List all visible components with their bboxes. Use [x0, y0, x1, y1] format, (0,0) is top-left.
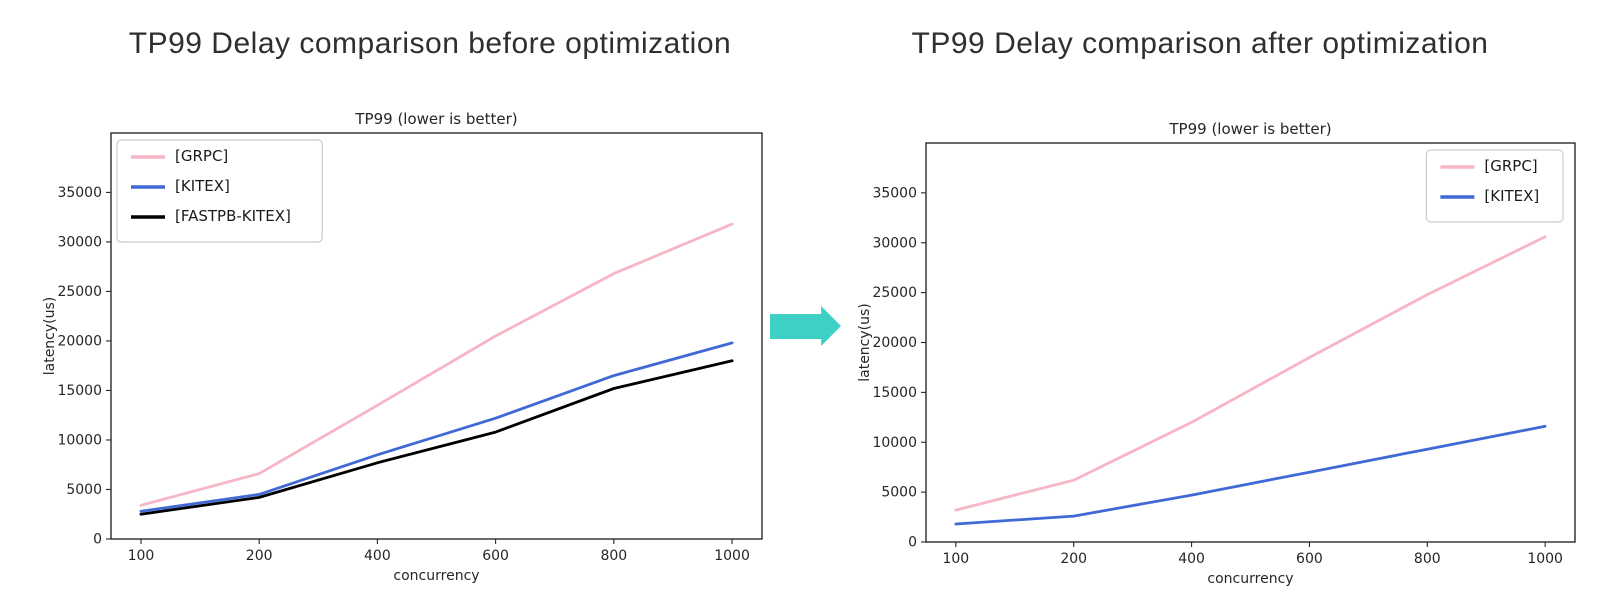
x-tick-label: 100 [942, 551, 969, 567]
axes-box [110, 132, 763, 540]
y-tick-label: 35000 [57, 185, 102, 201]
y-tick-label: 0 [908, 535, 917, 551]
y-tick-label: 10000 [872, 435, 917, 451]
y-tick-label: 30000 [57, 234, 102, 250]
x-tick-label: 400 [1178, 551, 1205, 567]
y-axis-label: latency(us) [42, 297, 58, 376]
x-tick-label: 800 [1414, 551, 1441, 567]
legend-label-1: [GRPC] [175, 147, 228, 165]
legend-label-1: [GRPC] [1484, 157, 1537, 175]
heading-before-optimization: TP99 Delay comparison before optimizatio… [128, 27, 732, 60]
y-tick-label: 5000 [66, 482, 102, 498]
legend-label-2: [KITEX] [175, 177, 230, 195]
y-tick-label: 20000 [872, 335, 917, 351]
y-tick-label: 25000 [872, 285, 917, 301]
legend-label-3: [FASTPB-KITEX] [175, 207, 291, 225]
x-tick-label: 1000 [714, 548, 750, 564]
series-line-grpc [954, 235, 1547, 512]
x-tick-label: 100 [128, 548, 155, 564]
y-tick-label: 30000 [872, 235, 917, 251]
x-tick-label: 800 [600, 548, 627, 564]
y-tick-label: 35000 [872, 185, 917, 201]
x-tick-label: 400 [364, 548, 391, 564]
series-line-kitex [139, 341, 734, 513]
right-arrow-icon [770, 306, 841, 346]
y-tick-label: 15000 [872, 385, 917, 401]
y-tick-label: 25000 [57, 284, 102, 300]
chart-title: TP99 (lower is better) [354, 110, 517, 128]
y-tick-label: 5000 [881, 485, 917, 501]
y-tick-label: 15000 [57, 383, 102, 399]
y-tick-label: 0 [93, 532, 102, 548]
x-tick-label: 600 [1296, 551, 1323, 567]
series-line-kitex [954, 424, 1547, 526]
chart-before-optimization: TP99 (lower is better) 0 5000 10000 15000 200… [42, 110, 763, 584]
legend-label-2: [KITEX] [1484, 187, 1539, 205]
x-tick-label: 200 [1060, 551, 1087, 567]
x-axis-label: concurrency [1207, 571, 1293, 587]
series-line-fastpb-kitex [139, 359, 734, 516]
x-tick-label: 1000 [1527, 551, 1563, 567]
y-axis-label: latency(us) [857, 303, 873, 382]
heading-after-optimization: TP99 Delay comparison after optimization [911, 27, 1489, 60]
chart-title: TP99 (lower is better) [1168, 120, 1331, 138]
x-axis-label: concurrency [393, 568, 479, 584]
chart-after-optimization: TP99 (lower is better) 0 5000 10000 15000 200… [857, 120, 1576, 587]
x-tick-label: 600 [482, 548, 509, 564]
x-tick-label: 200 [246, 548, 273, 564]
series-line-grpc [139, 222, 734, 507]
y-tick-label: 10000 [57, 432, 102, 448]
y-tick-label: 20000 [57, 333, 102, 349]
legend-box [116, 139, 323, 243]
